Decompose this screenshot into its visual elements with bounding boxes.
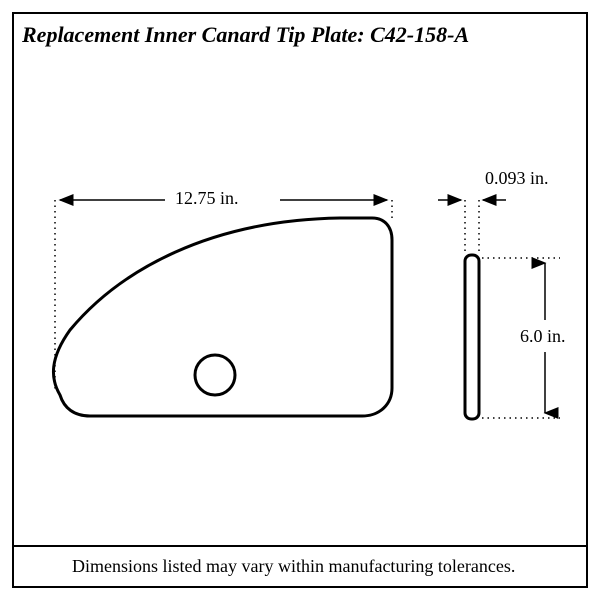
side-view bbox=[465, 255, 479, 419]
dim-height-label: 6.0 in. bbox=[520, 326, 566, 347]
plate-outline bbox=[53, 218, 392, 416]
dim-width-label: 12.75 in. bbox=[175, 188, 239, 209]
tolerance-note: Dimensions listed may vary within manufa… bbox=[72, 556, 515, 577]
dim-thickness-label: 0.093 in. bbox=[485, 168, 549, 189]
plate-hole bbox=[195, 355, 235, 395]
drawing-canvas bbox=[0, 0, 600, 600]
